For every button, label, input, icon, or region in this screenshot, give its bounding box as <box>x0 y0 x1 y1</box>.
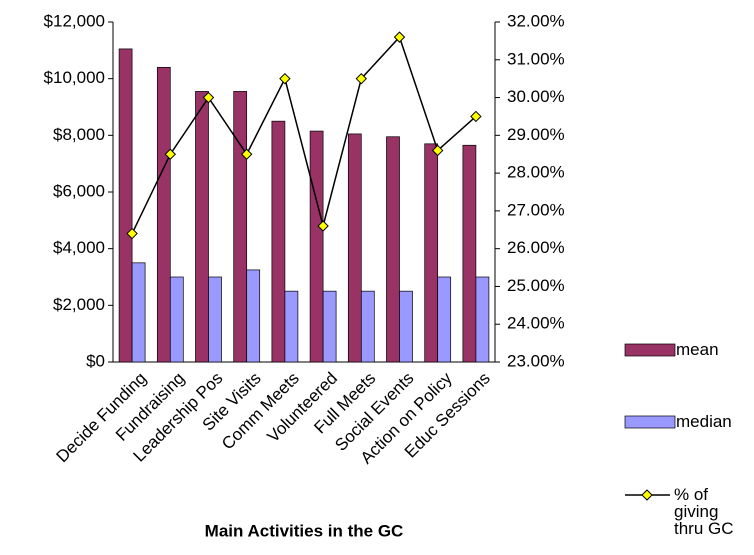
line-series <box>131 35 477 234</box>
y2-tick-label: 29.00% <box>507 125 565 144</box>
y2-tick-label: 27.00% <box>507 200 565 219</box>
marker <box>317 220 329 232</box>
y-tick-label: $12,000 <box>44 11 105 30</box>
y2-tick-label: 24.00% <box>507 314 565 333</box>
bar <box>386 136 400 363</box>
legend-label: % of giving thru GC <box>674 485 734 538</box>
bar <box>195 91 209 363</box>
x-axis-title: Main Activities in the GC <box>205 521 404 540</box>
bar <box>462 144 477 363</box>
y-tick-label: $0 <box>86 351 105 370</box>
bar <box>208 276 222 363</box>
legend-label: mean <box>676 340 719 359</box>
y2-tick-label: 30.00% <box>507 87 565 106</box>
legend-swatch <box>624 415 676 429</box>
bar <box>233 91 248 363</box>
legend-label: median <box>676 412 732 431</box>
bar <box>309 130 324 363</box>
y-tick-label: $10,000 <box>44 68 105 87</box>
bar <box>284 290 299 363</box>
bar <box>399 290 413 363</box>
marker <box>431 144 444 157</box>
legend-swatch <box>624 343 676 357</box>
bar <box>169 276 184 363</box>
marker <box>279 72 291 85</box>
marker <box>164 148 177 160</box>
y2-tick-label: 32.00% <box>507 11 565 30</box>
y2-tick-label: 23.00% <box>507 351 565 370</box>
y2-tick-label: 25.00% <box>507 276 565 295</box>
y2-tick-label: 28.00% <box>507 163 565 182</box>
marker <box>355 72 368 85</box>
bar <box>360 290 375 363</box>
bar <box>437 276 452 363</box>
bar <box>424 143 439 363</box>
bar <box>271 120 286 363</box>
bar <box>322 290 337 363</box>
marker <box>202 91 215 104</box>
y-tick-label: $4,000 <box>53 238 105 257</box>
bar <box>156 66 171 363</box>
bar <box>131 262 146 363</box>
y-tick-label: $8,000 <box>53 125 105 144</box>
y2-tick-label: 26.00% <box>507 238 565 257</box>
marker <box>126 227 138 240</box>
bar <box>475 276 490 363</box>
marker <box>470 110 482 123</box>
y2-tick-label: 31.00% <box>507 49 565 68</box>
marker <box>240 148 253 160</box>
bar <box>246 269 261 363</box>
marker <box>393 31 406 43</box>
bar <box>118 48 133 363</box>
legend-marker <box>641 489 653 501</box>
y-tick-label: $6,000 <box>53 181 105 200</box>
y-tick-label: $2,000 <box>53 295 105 314</box>
bar <box>347 133 362 363</box>
